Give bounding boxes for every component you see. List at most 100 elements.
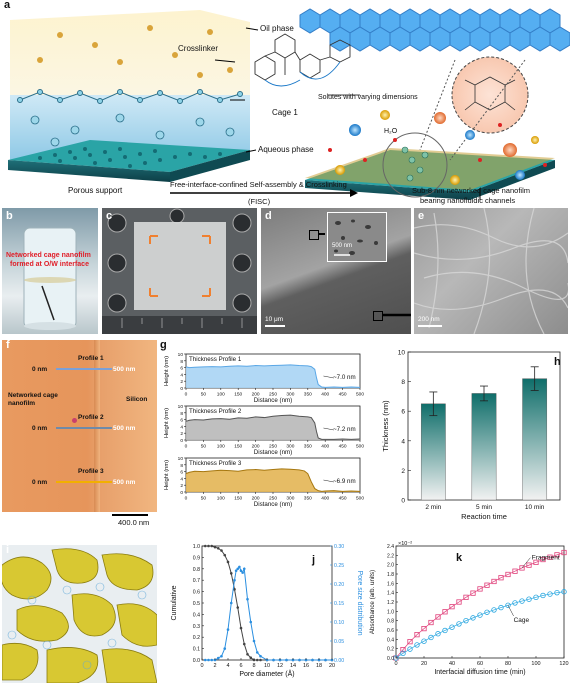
x-tick-label: 250 bbox=[269, 392, 277, 398]
cage-point bbox=[421, 638, 427, 644]
panel-j-letter: j bbox=[312, 554, 316, 566]
cage-point bbox=[547, 591, 553, 597]
x-tick-label: 200 bbox=[252, 392, 260, 398]
cage-point bbox=[533, 594, 539, 601]
y-tick-label: 2 bbox=[180, 379, 183, 385]
y-tick-label: 4 bbox=[180, 372, 183, 378]
cage-point bbox=[540, 592, 546, 599]
x-tick-label: 100 bbox=[531, 661, 540, 667]
x-axis-label: Distance (nm) bbox=[254, 449, 293, 456]
profile-1-line bbox=[56, 368, 112, 370]
y-axis-label: Height (nm) bbox=[164, 356, 170, 386]
panel-d-selection-box bbox=[309, 230, 319, 240]
x-tick-label: 200 bbox=[252, 496, 260, 502]
x-tick-label: 350 bbox=[304, 392, 312, 398]
x-tick-label: 80 bbox=[505, 661, 511, 667]
y-tick-label: 0 bbox=[401, 498, 405, 505]
x-tick-label: 0 bbox=[200, 663, 203, 669]
cumulative-point bbox=[255, 658, 259, 662]
x-tick-label: 400 bbox=[321, 496, 329, 502]
category-label: 10 min bbox=[525, 504, 545, 511]
vial-illustration bbox=[23, 227, 77, 330]
x-tick-label: 100 bbox=[217, 392, 225, 398]
oil-phase-region bbox=[10, 10, 250, 95]
aqueous-phase-region bbox=[10, 95, 250, 160]
y2-axis-label: Pore size distribution bbox=[356, 571, 363, 636]
x-axis-label: Interfacial diffusion time (min) bbox=[434, 669, 525, 676]
y-tick-label: 6 bbox=[180, 470, 183, 476]
distribution-point bbox=[238, 565, 241, 569]
panel-b-photo: b Networked cage nanofilm formed at O/W … bbox=[2, 208, 98, 334]
fragment-point bbox=[547, 554, 553, 560]
profile-2-line bbox=[56, 427, 112, 429]
x-tick-label: 300 bbox=[286, 392, 294, 398]
y2-tick-label: 0.25 bbox=[334, 563, 344, 569]
fragment-point bbox=[561, 549, 567, 556]
profile-area bbox=[186, 468, 360, 492]
profile-line bbox=[185, 414, 361, 440]
profile-area bbox=[186, 415, 360, 440]
category-label: 5 min bbox=[476, 504, 492, 511]
distribution-point bbox=[255, 651, 259, 654]
panel-j: 0 2 4 6 8 10 12 14 16 18 20 0.0 0.1 0.2 0.3 0.4 0.5 0.6 0.… bbox=[162, 540, 364, 685]
y-tick-label: 1.0 bbox=[193, 544, 200, 550]
distribution-point bbox=[272, 658, 275, 662]
y2-tick-label: 0.30 bbox=[334, 544, 344, 550]
category-label: 2 min bbox=[425, 504, 441, 511]
cage-point bbox=[512, 600, 518, 606]
cumulative-point bbox=[226, 560, 230, 564]
x-tick-label: 60 bbox=[477, 661, 483, 667]
cumulative-point bbox=[246, 653, 249, 656]
y-tick-label: 0.2 bbox=[193, 635, 200, 641]
y2-tick-label: 0.00 bbox=[334, 658, 344, 664]
distribution-point bbox=[259, 654, 262, 658]
y-tick-label: 2 bbox=[180, 431, 183, 437]
x-tick-label: 120 bbox=[559, 661, 568, 667]
x-tick-label: 4 bbox=[226, 663, 229, 669]
cumulative-point bbox=[259, 658, 262, 662]
distribution-point bbox=[246, 597, 249, 601]
y-tick-label: 0.8 bbox=[193, 567, 200, 573]
panel-g-letter: g bbox=[160, 339, 167, 351]
profile-2-end: 500 nm bbox=[113, 425, 136, 432]
cage-network bbox=[17, 89, 243, 104]
annotation-leader bbox=[323, 427, 334, 431]
support-holes bbox=[38, 147, 222, 168]
profile-line bbox=[185, 364, 361, 388]
tem-grid-illustration bbox=[102, 208, 257, 334]
afm-spot bbox=[72, 418, 77, 423]
fragment-point bbox=[435, 614, 441, 620]
x-tick-label: 10 bbox=[264, 663, 270, 669]
fragment-point bbox=[442, 609, 448, 615]
cage-point bbox=[498, 604, 504, 611]
panel-h: 2 min 5 min 10 min 0 2 4 6 8 10 Reaction time Thic… bbox=[368, 340, 568, 522]
y-tick-label: 0.5 bbox=[193, 601, 200, 607]
cage-point bbox=[393, 655, 399, 661]
cage-point bbox=[519, 598, 525, 604]
fragment-point bbox=[512, 568, 518, 574]
y-axis-label: Thickness (nm) bbox=[381, 400, 390, 452]
y-tick-label: 8 bbox=[180, 411, 183, 417]
x-tick-label: 350 bbox=[304, 496, 312, 502]
cage-point bbox=[463, 617, 469, 624]
profile-area bbox=[186, 364, 360, 388]
panel-h-letter: h bbox=[554, 356, 561, 368]
panel-i-letter: i bbox=[6, 545, 10, 556]
x-tick-label: 50 bbox=[201, 444, 207, 450]
panel-a: a Oil phase Crosslinker Aqueous phase Ca… bbox=[0, 0, 570, 206]
cage-point bbox=[484, 609, 490, 615]
cage-point bbox=[407, 646, 413, 652]
y-tick-label: 2 bbox=[401, 468, 405, 475]
bar bbox=[471, 393, 497, 501]
x-tick-label: 250 bbox=[269, 496, 277, 502]
panel-e-sem: e 200 nm bbox=[414, 208, 568, 334]
distribution-point bbox=[249, 620, 253, 624]
cage-point bbox=[428, 634, 434, 641]
y-tick-label: 0.4 bbox=[387, 637, 394, 643]
panel-d-scale-label: 10 μm bbox=[265, 316, 284, 323]
profile-1-start: 0 nm bbox=[32, 366, 48, 373]
networked-label-line2: nanofilm bbox=[8, 400, 36, 407]
hexagon-network bbox=[299, 8, 570, 52]
fragment-point bbox=[470, 590, 476, 596]
bar bbox=[420, 403, 446, 501]
